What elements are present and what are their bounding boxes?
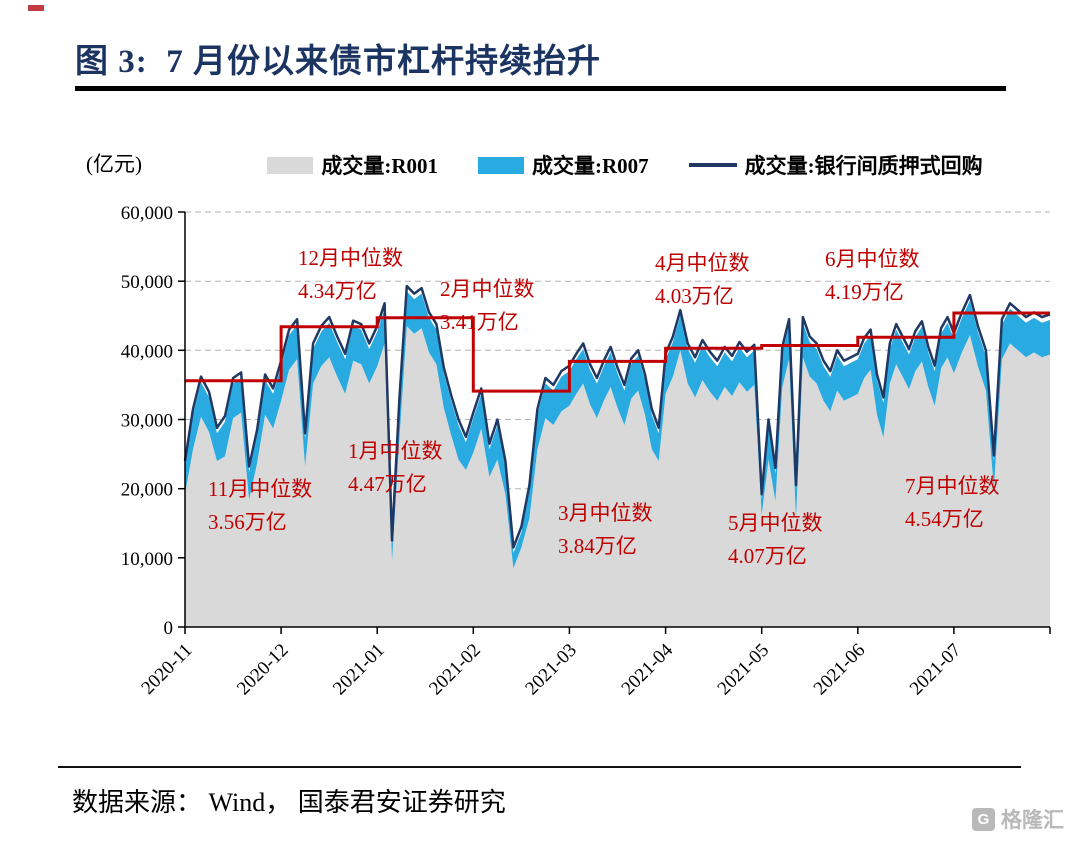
x-tick-label: 2021-06 xyxy=(810,640,870,700)
chart-legend: 成交量:R001 成交量:R007 成交量:银行间质押式回购 xyxy=(200,150,1050,180)
y-tick-label: 30,000 xyxy=(121,411,173,432)
legend-swatch-r007 xyxy=(478,156,524,174)
gelonghui-logo-icon: G xyxy=(972,807,995,831)
legend-item-r001: 成交量:R001 xyxy=(267,150,438,180)
x-tick-label: 2020-12 xyxy=(233,640,293,700)
x-tick-label: 2021-04 xyxy=(618,639,678,699)
y-tick-label: 20,000 xyxy=(121,480,173,501)
data-source-text: 数据来源： Wind， 国泰君安证券研究 xyxy=(72,788,506,817)
y-tick-label: 60,000 xyxy=(121,203,173,224)
median-annotation: 6月中位数 4.19万亿 xyxy=(825,247,920,304)
legend-label-r007: 成交量:R007 xyxy=(532,154,649,178)
top-red-dash-icon xyxy=(28,5,44,11)
y-tick-label: 40,000 xyxy=(121,341,173,362)
median-annotation: 5月中位数 4.07万亿 xyxy=(728,511,823,568)
legend-swatch-total-repo xyxy=(688,163,737,167)
x-tick-label: 2021-02 xyxy=(425,640,485,700)
figure-title: 图 3: 7 月份以来债市杠杆持续抬升 xyxy=(75,44,601,80)
x-tick-label: 2021-01 xyxy=(329,640,389,700)
legend-swatch-r001 xyxy=(267,156,314,174)
y-tick-label: 50,000 xyxy=(121,272,173,293)
gelonghui-watermark: G 格隆汇 xyxy=(972,804,1064,834)
gelonghui-logo-text: 格隆汇 xyxy=(1001,808,1064,832)
legend-item-total-repo: 成交量:银行间质押式回购 xyxy=(688,150,983,180)
legend-label-total-repo: 成交量:银行间质押式回购 xyxy=(744,154,983,178)
median-annotation: 2月中位数 3.41万亿 xyxy=(440,277,535,334)
median-step-line xyxy=(185,311,1050,393)
median-annotation: 1月中位数 4.47万亿 xyxy=(348,439,443,496)
x-tick-label: 2021-03 xyxy=(521,640,581,700)
footer-divider xyxy=(58,766,1021,768)
median-annotation: 4月中位数 4.03万亿 xyxy=(655,251,750,308)
x-tick-label: 2021-07 xyxy=(906,640,966,700)
y-axis-unit-label: (亿元) xyxy=(86,152,142,176)
median-annotation: 11月中位数 3.56万亿 xyxy=(208,477,312,534)
median-annotation: 12月中位数 4.34万亿 xyxy=(298,246,403,303)
y-tick-label: 0 xyxy=(164,618,174,639)
line-total-repo xyxy=(183,284,1051,549)
title-underline xyxy=(75,86,1006,91)
x-tick-label: 2021-05 xyxy=(714,640,774,700)
area-r001 xyxy=(185,326,1050,627)
median-annotation: 7月中位数 4.54万亿 xyxy=(905,474,1000,531)
median-annotation: 3月中位数 3.84万亿 xyxy=(558,501,653,558)
area-r007 xyxy=(185,291,1050,569)
x-tick-label: 2020-11 xyxy=(137,640,196,699)
legend-label-r001: 成交量:R001 xyxy=(321,154,438,178)
y-tick-label: 10,000 xyxy=(121,549,173,570)
chart-svg: 0 10,000 20,000 30,000 40,000 50,000 60,000 202… xyxy=(121,203,1051,700)
legend-item-r007: 成交量:R007 xyxy=(478,150,649,180)
